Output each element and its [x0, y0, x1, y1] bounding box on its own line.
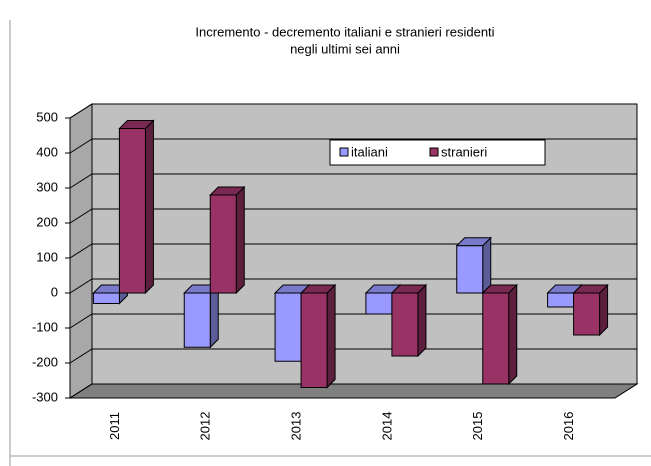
x-tick-label: 2015	[470, 412, 485, 441]
grid-line	[69, 383, 637, 399]
y-tick-label: 500	[36, 109, 58, 124]
x-tick-label: 2013	[289, 412, 304, 441]
y-tick-label: 0	[51, 284, 58, 299]
chart-title: negli ultimi sei anni	[290, 41, 400, 56]
bar-side	[482, 236, 492, 295]
bar	[391, 292, 419, 357]
bar-side	[209, 283, 219, 349]
bar	[482, 292, 510, 385]
grid-line	[69, 278, 637, 294]
legend-label: italiani	[351, 144, 388, 159]
bar-side	[144, 119, 154, 295]
legend-swatch	[339, 147, 349, 157]
grid-line	[69, 208, 637, 224]
bar-side	[508, 283, 518, 386]
grid-line	[69, 243, 637, 259]
bar	[118, 128, 146, 294]
bar	[92, 292, 120, 304]
bar	[573, 292, 601, 336]
y-tick-label: 200	[36, 214, 58, 229]
bar	[183, 292, 211, 348]
y-tick-label: -200	[32, 354, 58, 369]
bar	[365, 292, 393, 315]
bar	[274, 292, 302, 362]
bar	[209, 194, 237, 294]
bar-side	[417, 283, 427, 358]
grid-line	[69, 313, 637, 329]
chart-title: Incremento - decremento italiani e stran…	[195, 24, 494, 39]
x-tick-label: 2012	[198, 412, 213, 441]
x-tick-label: 2014	[379, 412, 394, 441]
grid-line	[69, 103, 637, 119]
grid-line	[69, 173, 637, 189]
y-tick-label: -100	[32, 319, 58, 334]
x-tick-label: 2016	[561, 412, 576, 441]
floor	[68, 383, 639, 399]
bar	[547, 292, 575, 308]
y-tick-label: 300	[36, 179, 58, 194]
bar-side	[235, 185, 245, 295]
bar	[456, 245, 484, 294]
grid-line	[69, 348, 637, 364]
x-tick-label: 2011	[107, 412, 122, 440]
legend-swatch	[429, 147, 439, 157]
y-tick-label: -300	[32, 389, 58, 404]
bar	[300, 292, 328, 388]
y-tick-label: 100	[36, 249, 58, 264]
y-tick-label: 400	[36, 144, 58, 159]
grid-line	[69, 138, 637, 154]
bar-side	[326, 283, 336, 389]
legend-label: stranieri	[441, 144, 487, 159]
